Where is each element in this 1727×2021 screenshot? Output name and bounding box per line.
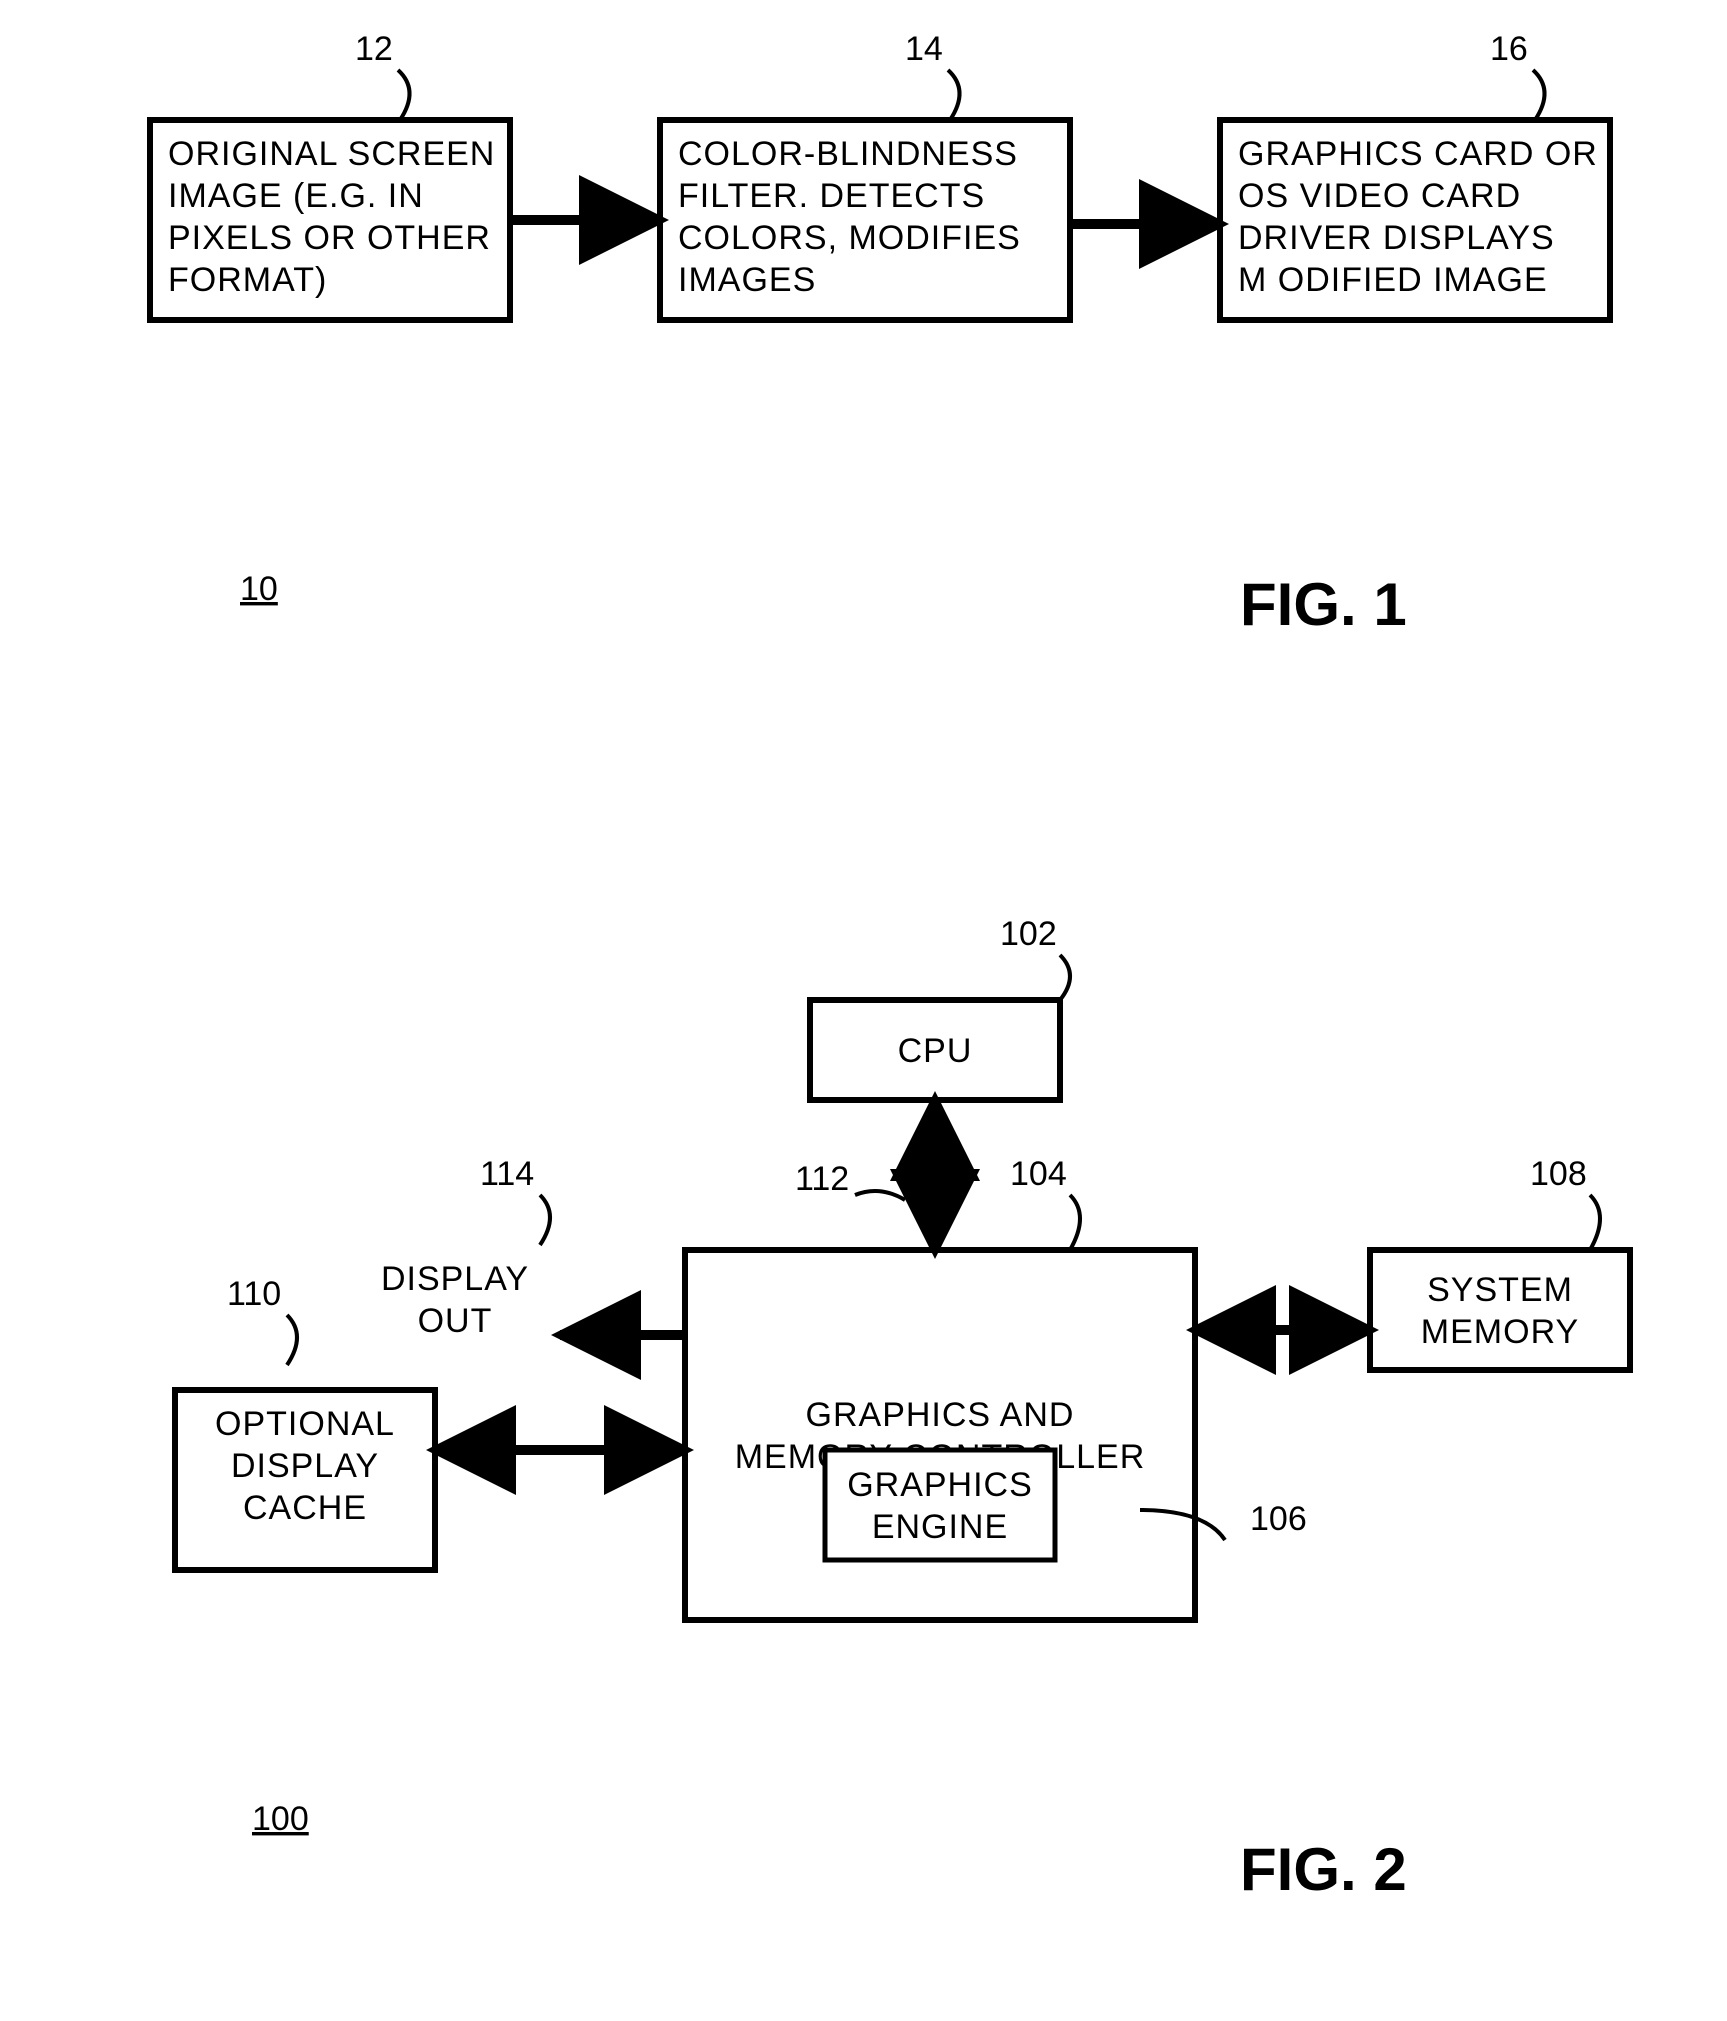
sm-numlabel: 108 bbox=[1530, 1155, 1587, 1193]
gmc-box bbox=[685, 1250, 1195, 1620]
n14-text-1: FILTER. DETECTS bbox=[678, 177, 985, 215]
n16-text-0: GRAPHICS CARD OR bbox=[1238, 135, 1598, 173]
ge-text-0: GRAPHICS bbox=[847, 1466, 1033, 1504]
n12-text-0: ORIGINAL SCREEN bbox=[168, 135, 495, 173]
cpu-text-0: CPU bbox=[898, 1032, 973, 1070]
odc-text-2: CACHE bbox=[243, 1489, 367, 1527]
leader-line bbox=[540, 1195, 550, 1245]
n16-numlabel: 16 bbox=[1490, 30, 1528, 68]
n16-text-3: M ODIFIED IMAGE bbox=[1238, 261, 1548, 299]
cpu-numlabel: 102 bbox=[1000, 915, 1057, 953]
leader-line bbox=[1533, 70, 1545, 120]
odc-text-0: OPTIONAL bbox=[215, 1405, 395, 1443]
fig2-title: FIG. 2 bbox=[1240, 1836, 1407, 1903]
leader-line bbox=[1060, 955, 1070, 1000]
n14-text-0: COLOR-BLINDNESS bbox=[678, 135, 1018, 173]
n14-numlabel: 14 bbox=[905, 30, 943, 68]
fig2-ref: 100 bbox=[252, 1800, 309, 1838]
gmc-text-0: GRAPHICS AND bbox=[806, 1396, 1075, 1434]
ge-numlabel: 106 bbox=[1250, 1500, 1307, 1538]
diagram-canvas: ORIGINAL SCREEN IMAGE (E.G. IN PIXELS OR O… bbox=[0, 0, 1727, 2021]
disp-numlabel: 114 bbox=[480, 1155, 534, 1193]
figure-2: CPU102GRAPHICS ANDMEMORY CONTROLLER104GR… bbox=[175, 915, 1630, 1903]
leader-line bbox=[398, 70, 410, 120]
sm-text-0: SYSTEM bbox=[1427, 1271, 1573, 1309]
leader-line bbox=[1590, 1195, 1600, 1250]
leader-line bbox=[948, 70, 960, 120]
n16-text-1: OS VIDEO CARD bbox=[1238, 177, 1521, 215]
leader-line bbox=[287, 1315, 297, 1365]
figure-1: ORIGINAL SCREEN IMAGE (E.G. IN PIXELS OR O… bbox=[150, 30, 1610, 638]
ge-text-1: ENGINE bbox=[872, 1508, 1008, 1546]
n12-text-2: PIXELS OR OTHER bbox=[168, 219, 491, 257]
n14-text-3: IMAGES bbox=[678, 261, 816, 299]
odc-numlabel: 110 bbox=[227, 1275, 281, 1313]
odc-text-1: DISPLAY bbox=[231, 1447, 379, 1485]
112-numlabel: 112 bbox=[795, 1160, 849, 1198]
gmc-numlabel: 104 bbox=[1010, 1155, 1067, 1193]
disp-text-1: OUT bbox=[418, 1302, 493, 1340]
fig1-title: FIG. 1 bbox=[1240, 571, 1407, 638]
n14-text-2: COLORS, MODIFIES bbox=[678, 219, 1021, 257]
fig1-ref: 10 bbox=[240, 570, 278, 608]
n12-numlabel: 12 bbox=[355, 30, 393, 68]
sm-box bbox=[1370, 1250, 1630, 1370]
n16-text-2: DRIVER DISPLAYS bbox=[1238, 219, 1555, 257]
n12-text-1: IMAGE (E.G. IN bbox=[168, 177, 424, 215]
n12-text-3: FORMAT) bbox=[168, 261, 327, 299]
sm-text-1: MEMORY bbox=[1421, 1313, 1579, 1351]
leader-line bbox=[1070, 1195, 1080, 1250]
disp-text-0: DISPLAY bbox=[381, 1260, 529, 1298]
leader-line bbox=[855, 1191, 905, 1200]
